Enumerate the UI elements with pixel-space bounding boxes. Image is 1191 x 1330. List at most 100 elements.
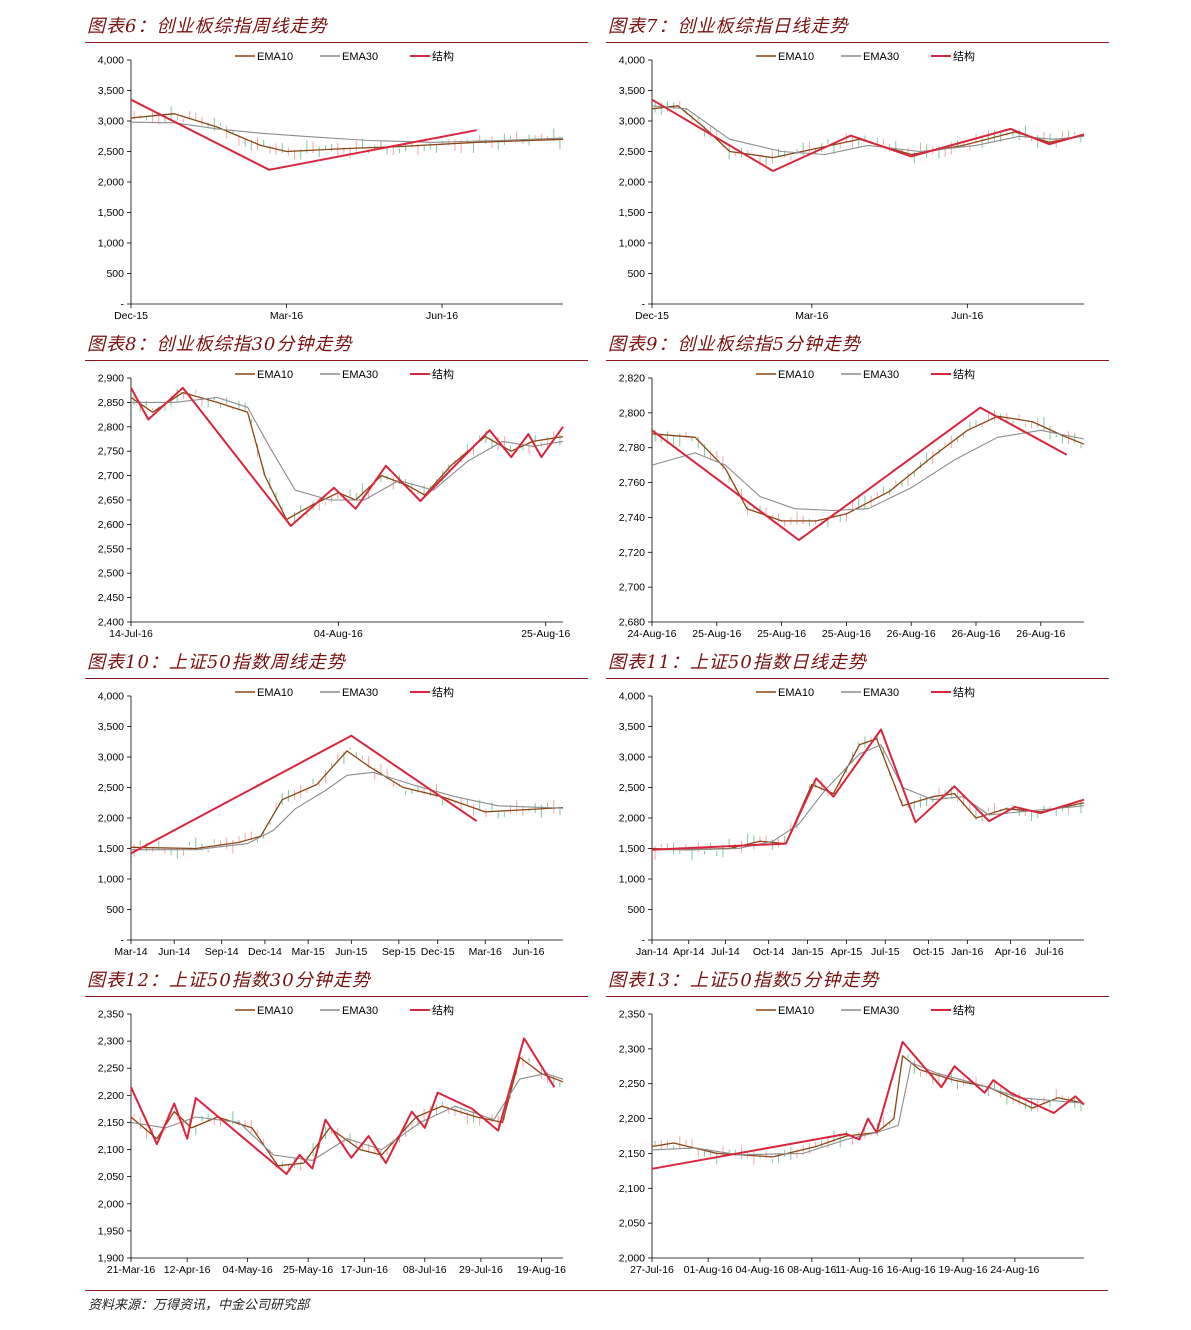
series-line-ema10 [130, 391, 564, 521]
chart-title-7: 图表13：上证50指数5分钟走势 [606, 966, 1109, 997]
y-tick-label: 2,900 [98, 373, 124, 385]
x-tick-label: 19-Aug-16 [939, 1264, 988, 1276]
chart-title-3: 图表9：创业板综指5分钟走势 [606, 330, 1109, 361]
x-tick-label: 25-Aug-16 [757, 628, 806, 640]
series-line-ema30 [652, 744, 1085, 851]
chart-panel-4: 图表10：上证50指数周线走势 - 500 1,000 1,500 2,000 2,500… [85, 648, 588, 966]
y-tick-label: 2,800 [619, 407, 645, 419]
chart-title-1: 图表7：创业板综指日线走势 [606, 12, 1109, 43]
x-tick-label: Jun-14 [158, 946, 190, 958]
y-tick-label: 1,950 [98, 1225, 124, 1237]
y-tick-label: 2,550 [98, 543, 124, 555]
series-line-ema30 [130, 121, 564, 143]
series-line-ema30 [131, 771, 564, 851]
x-tick-label: Dec-15 [635, 310, 669, 322]
chart-title-6: 图表12：上证50指数30分钟走势 [85, 966, 588, 997]
y-tick-label: 2,820 [619, 373, 645, 385]
y-tick-label: 2,450 [98, 592, 124, 604]
y-tick-label: 500 [627, 904, 645, 916]
y-tick-label: 2,680 [619, 617, 645, 629]
y-tick-label: 2,850 [98, 397, 124, 409]
legend-label-ema10: EMA10 [257, 687, 293, 699]
y-tick-label: 3,500 [98, 721, 124, 733]
legend-label-ema10: EMA10 [257, 369, 293, 381]
x-tick-label: 04-Aug-16 [314, 628, 363, 640]
legend-label-structure: 结构 [953, 49, 975, 63]
x-tick-label: Sep-14 [205, 946, 239, 958]
x-tick-label: Sep-15 [382, 946, 416, 958]
x-tick-label: Jan-14 [636, 946, 668, 958]
y-tick-label: 2,200 [98, 1090, 124, 1102]
y-tick-label: 2,000 [619, 1253, 645, 1265]
legend-label-ema30: EMA30 [863, 369, 899, 381]
x-tick-label: Dec-14 [248, 946, 282, 958]
x-tick-label: 16-Aug-16 [887, 1264, 936, 1276]
y-tick-label: 1,000 [98, 874, 124, 886]
legend-label-structure: 结构 [432, 685, 454, 699]
series-line-structure [130, 98, 477, 171]
y-tick-label: 2,050 [619, 1218, 645, 1230]
chart-svg-0: - 500 1,000 1,500 2,000 2,500 3,000 3,500 4,000 D… [98, 49, 564, 322]
y-tick-label: 2,000 [98, 1198, 124, 1210]
y-tick-label: 2,700 [98, 470, 124, 482]
series-line-ema30 [651, 429, 1085, 512]
y-tick-label: 500 [106, 268, 124, 280]
y-tick-label: 2,250 [98, 1063, 124, 1075]
legend-label-ema30: EMA30 [863, 687, 899, 699]
chart-svg-5: - 500 1,000 1,500 2,000 2,500 3,000 3,500 4,000 J… [619, 685, 1085, 958]
x-tick-label: 24-Aug-16 [627, 628, 676, 640]
legend-label-ema30: EMA30 [342, 51, 378, 63]
y-tick-label: 4,000 [619, 691, 645, 703]
y-tick-label: 2,150 [619, 1148, 645, 1160]
source-divider [85, 1290, 1108, 1291]
x-tick-label: 25-Aug-16 [521, 628, 570, 640]
legend-label-structure: 结构 [953, 685, 975, 699]
x-tick-label: Oct-14 [753, 946, 785, 958]
x-tick-label: Oct-15 [913, 946, 945, 958]
y-tick-label: 2,500 [98, 146, 124, 158]
chart-panel-2: 图表8：创业板综指30分钟走势 2,400 2,450 2,500 2,550 2,60… [85, 330, 588, 648]
chart-panel-6: 图表12：上证50指数30分钟走势 1,900 1,950 2,000 2,050 2,… [85, 966, 588, 1284]
chart-title-2: 图表8：创业板综指30分钟走势 [85, 330, 588, 361]
chart-panel-3: 图表9：创业板综指5分钟走势 2,680 2,700 2,720 2,740 2,760… [606, 330, 1109, 648]
x-tick-label: 08-Jul-16 [403, 1264, 447, 1276]
source-note: 资料来源：万得资讯，中金公司研究部 [88, 1298, 310, 1313]
series-line-structure [130, 734, 478, 855]
y-tick-label: 2,500 [98, 568, 124, 580]
y-tick-label: 2,000 [619, 177, 645, 189]
y-tick-label: - [121, 935, 125, 947]
x-tick-label: Jun-16 [426, 310, 458, 322]
x-tick-label: 26-Aug-16 [951, 628, 1000, 640]
y-tick-label: 2,750 [98, 446, 124, 458]
chart-svg-7: 2,000 2,050 2,100 2,150 2,200 2,250 2,300 2,350… [619, 1003, 1085, 1276]
legend-label-ema30: EMA30 [863, 1005, 899, 1017]
chart-panel-5: 图表11：上证50指数日线走势 - 500 1,000 1,500 2,000 2,500… [606, 648, 1109, 966]
y-tick-label: 1,500 [619, 843, 645, 855]
y-tick-label: 2,100 [98, 1144, 124, 1156]
y-tick-label: 2,350 [619, 1009, 645, 1021]
y-tick-label: 2,700 [619, 582, 645, 594]
legend-label-ema10: EMA10 [778, 369, 814, 381]
chart-svg-6: 1,900 1,950 2,000 2,050 2,100 2,150 2,200 2,250… [98, 1003, 566, 1276]
legend-label-structure: 结构 [432, 367, 454, 381]
y-tick-label: 2,300 [98, 1036, 124, 1048]
chart-panel-0: 图表6：创业板综指周线走势 - 500 1,000 1,500 2,000 2,500 3,… [85, 12, 588, 330]
x-tick-label: Mar-16 [795, 310, 828, 322]
x-tick-label: 26-Aug-16 [887, 628, 936, 640]
chart-title-0: 图表6：创业板综指周线走势 [85, 12, 588, 43]
chart-svg-2: 2,400 2,450 2,500 2,550 2,600 2,650 2,700 2,750… [98, 367, 571, 640]
series-line-ema10 [130, 1056, 564, 1167]
series-line-ema10 [651, 415, 1085, 522]
y-tick-label: 1,900 [98, 1253, 124, 1265]
chart-title-5: 图表11：上证50指数日线走势 [606, 648, 1109, 679]
x-tick-label: 17-Jun-16 [341, 1264, 388, 1276]
y-tick-label: 2,100 [619, 1183, 645, 1195]
series-line-ema30 [130, 1073, 564, 1161]
x-tick-label: Mar-15 [291, 946, 324, 958]
x-tick-label: 01-Aug-16 [684, 1264, 733, 1276]
chart-svg-1: - 500 1,000 1,500 2,000 2,500 3,000 3,500 4,000 D… [619, 49, 1085, 322]
legend-label-structure: 结构 [432, 49, 454, 63]
x-tick-label: 04-Aug-16 [735, 1264, 784, 1276]
y-tick-label: 2,300 [619, 1043, 645, 1055]
y-tick-label: 2,650 [98, 495, 124, 507]
